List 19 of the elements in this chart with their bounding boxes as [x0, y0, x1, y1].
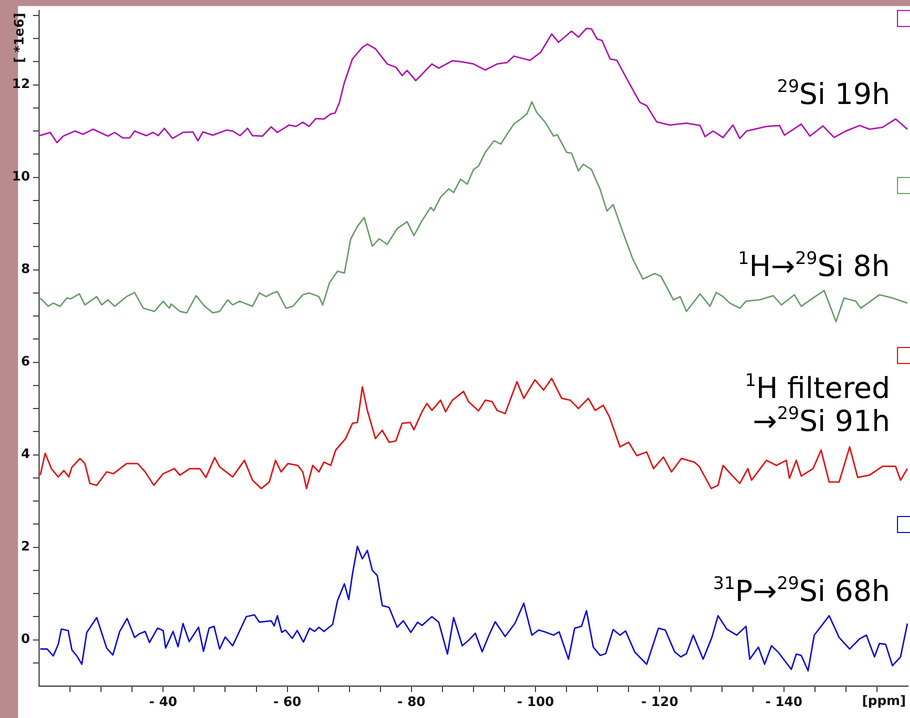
- x-tick-label: - 40: [149, 695, 178, 710]
- y-axis-title: [ *1e6]: [12, 12, 28, 63]
- x-tick-label: - 60: [273, 695, 302, 710]
- y-tick-label: 2: [20, 540, 30, 555]
- y-tick-label: 8: [20, 262, 30, 278]
- x-tick-label: - 80: [397, 695, 426, 710]
- series-label: $^{29}$Si 19h: [777, 76, 890, 112]
- y-tick-label: 6: [20, 354, 30, 370]
- series-label: $^{31}$P→$^{29}$Si 68h: [713, 574, 890, 608]
- x-tick-label: - 140: [765, 695, 802, 710]
- x-tick-label: - 100: [517, 695, 554, 710]
- legend-label: $^{1}$H filtered →$^{29}$Si 91h: [745, 370, 890, 439]
- series-label: $^{1}$H→$^{29}$Si 8h: [738, 248, 890, 283]
- y-tick-label: 4: [20, 447, 30, 462]
- y-tick-label: 12: [12, 77, 30, 92]
- x-axis-title: [ppm]: [862, 694, 906, 709]
- x-tick-label: - 120: [641, 695, 678, 710]
- y-tick-label: 0: [20, 632, 30, 648]
- y-tick-label: 10: [12, 170, 30, 185]
